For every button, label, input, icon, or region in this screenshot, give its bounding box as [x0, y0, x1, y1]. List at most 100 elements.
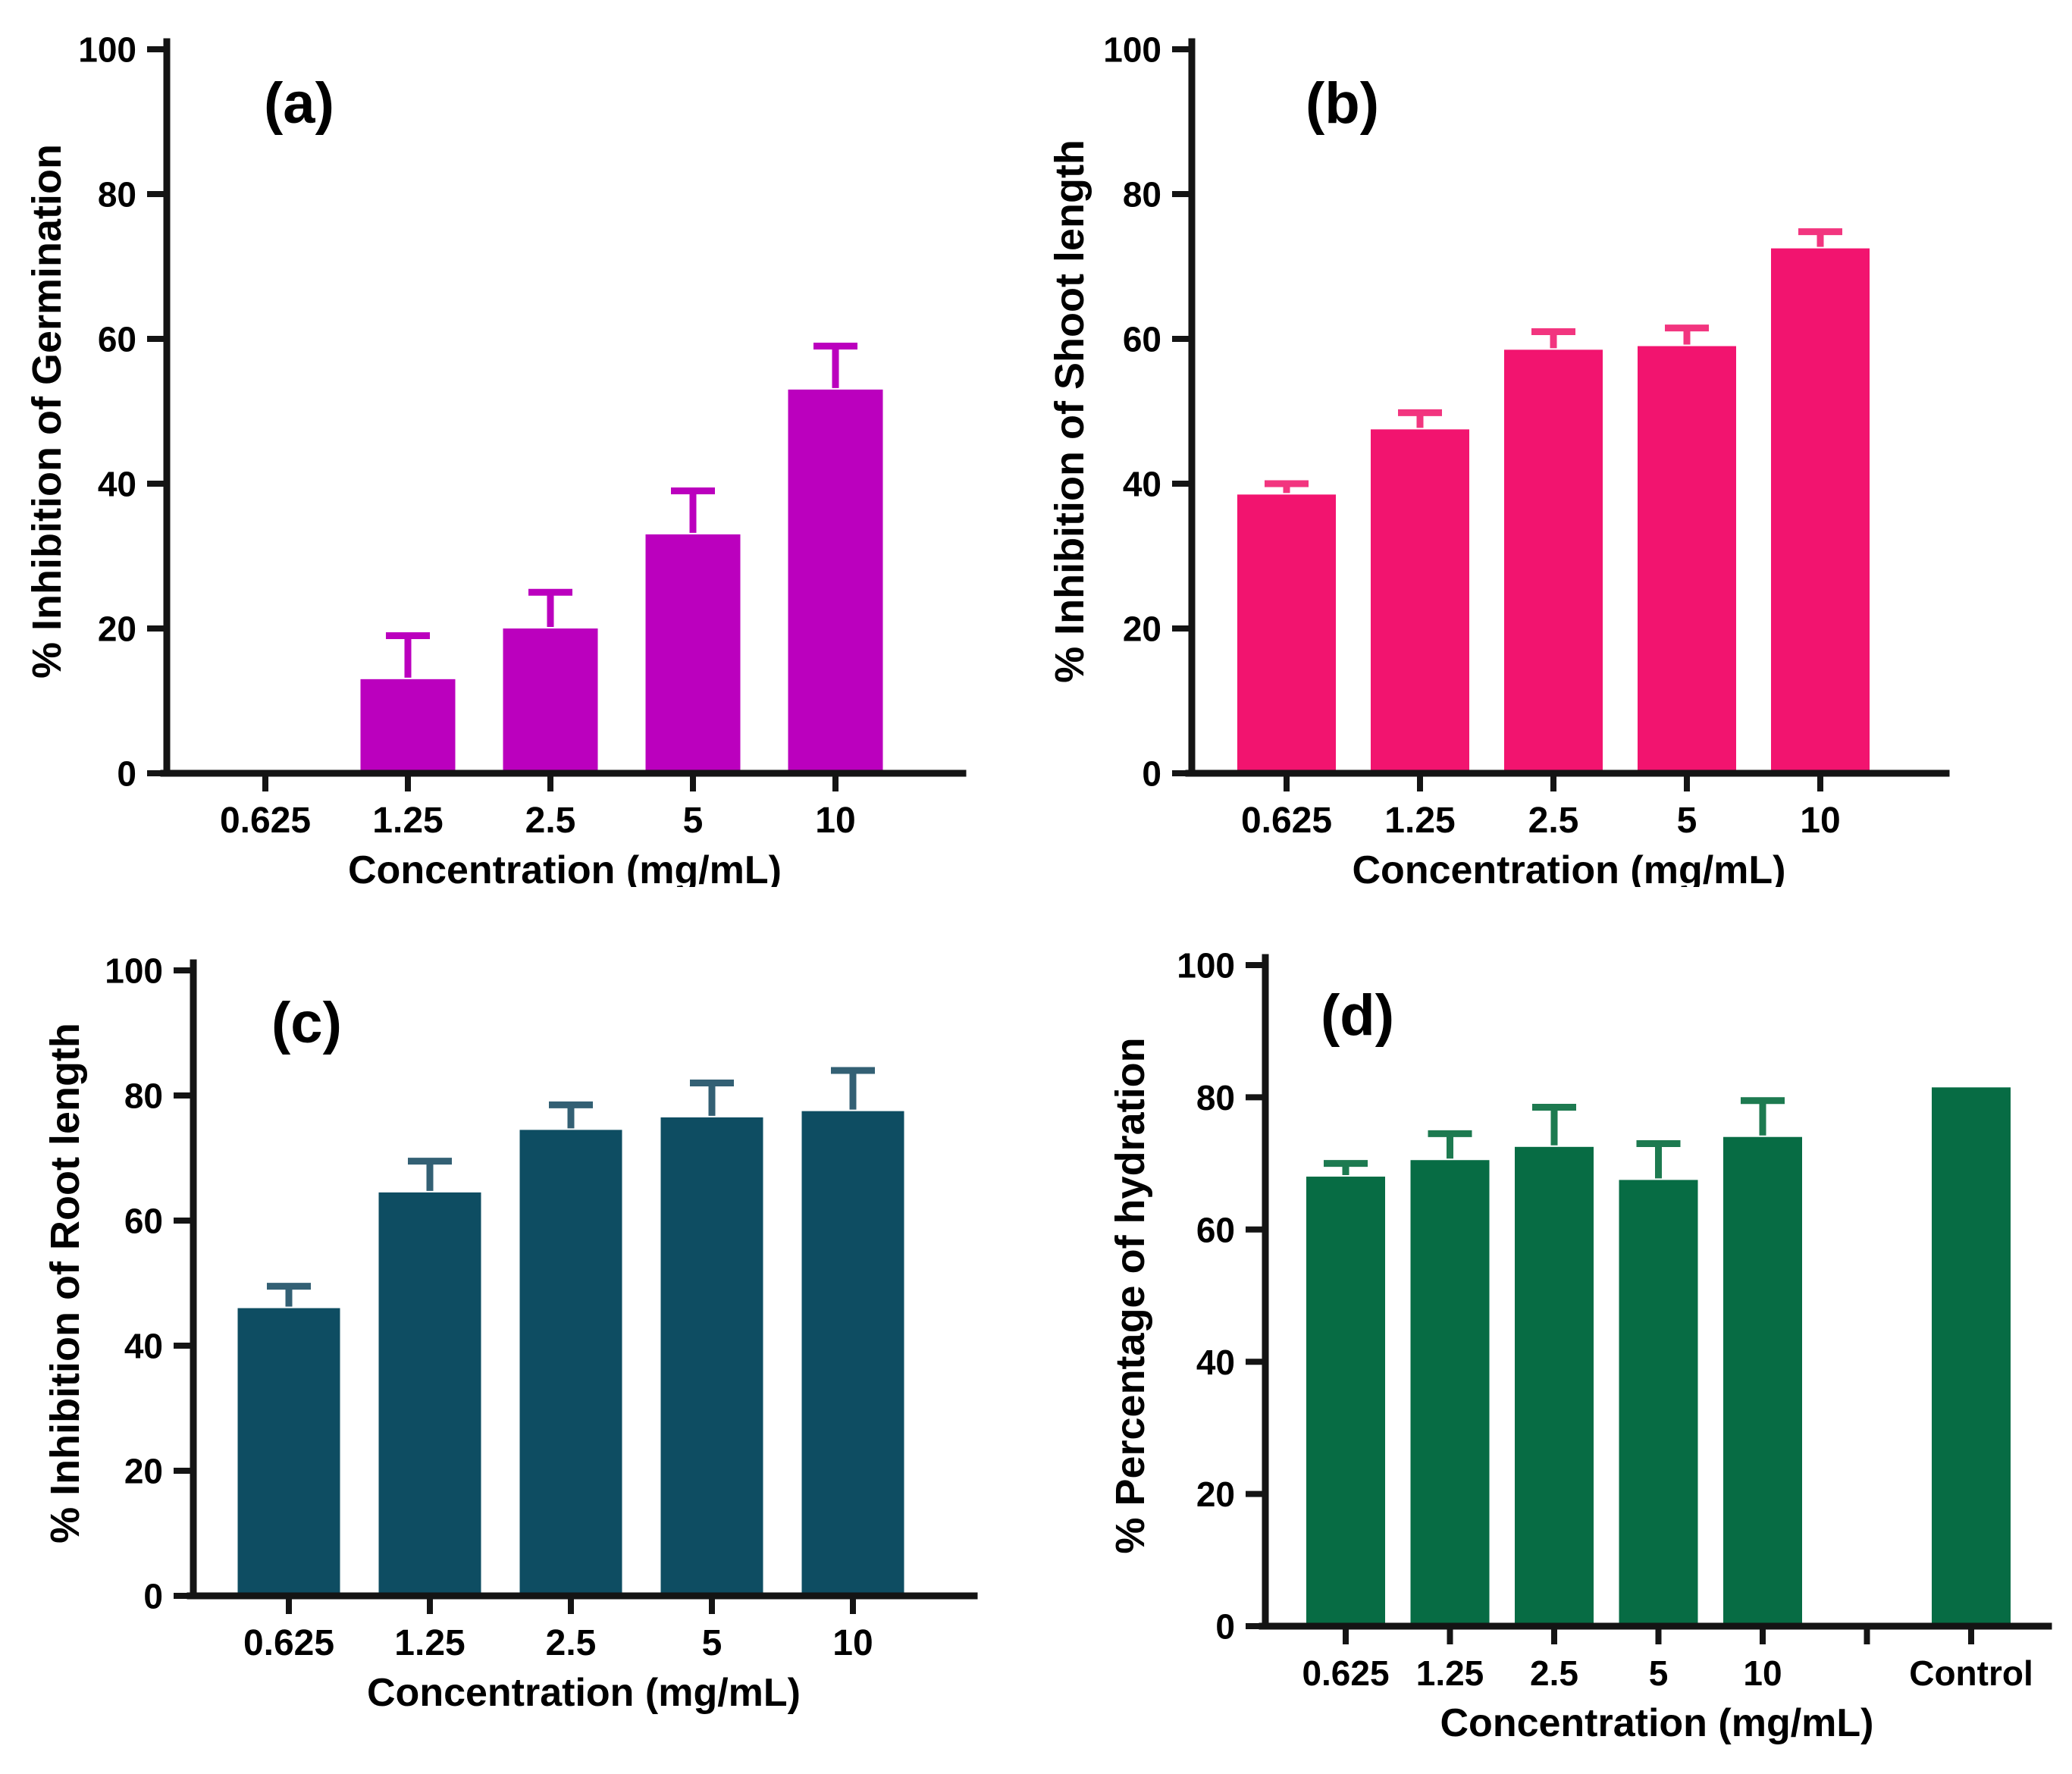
y-tick-label: 80 — [98, 175, 136, 215]
y-tick-label: 60 — [1196, 1210, 1235, 1249]
bar-5 — [1638, 346, 1736, 773]
error-bar-5 — [690, 1080, 734, 1116]
x-tick-label: 10 — [1743, 1653, 1782, 1693]
bar-1.25 — [1410, 1160, 1490, 1626]
error-bar-1.25 — [408, 1158, 452, 1191]
error-bar-2.5 — [1532, 1103, 1576, 1146]
y-tick-label: 80 — [1123, 175, 1161, 215]
y-axis-title: % Inhibition of Germination — [24, 144, 70, 679]
panel-letter: (a) — [264, 71, 334, 136]
x-tick-label: 5 — [702, 1623, 723, 1663]
error-bar-5 — [1665, 324, 1709, 345]
x-tick-label: 5 — [1677, 801, 1697, 841]
panel-a-chart: 0 20 40 60 80 100 0.625 1.25 2.5 5 10 Concentration… — [24, 30, 967, 887]
y-tick-label: 0 — [1215, 1607, 1235, 1647]
y-tick-label: 20 — [98, 610, 136, 649]
y-tick-label: 100 — [78, 30, 136, 70]
y-tick-label: 100 — [1103, 30, 1161, 70]
x-tick-label: 1.25 — [1384, 801, 1455, 841]
y-tick-label: 40 — [124, 1327, 163, 1366]
x-tick-label: 5 — [1649, 1653, 1669, 1693]
bar-10 — [1723, 1136, 1802, 1626]
bar-5 — [660, 1117, 763, 1596]
error-bar-1.25 — [386, 632, 430, 678]
panel-letter: (d) — [1321, 983, 1394, 1048]
error-bar-0.625 — [1324, 1160, 1368, 1176]
x-tick-label: 0.625 — [243, 1623, 334, 1663]
bar-0.625 — [1306, 1177, 1385, 1626]
y-tick-label: 40 — [1196, 1343, 1235, 1382]
x-tick-label: 2.5 — [525, 801, 576, 841]
x-axis-title: Concentration (mg/mL) — [348, 848, 782, 887]
bar-10 — [1771, 248, 1870, 773]
error-bar-2.5 — [1531, 328, 1575, 349]
y-tick-label: 40 — [1123, 465, 1161, 504]
bar-1.25 — [378, 1192, 481, 1596]
x-tick-label: 10 — [815, 801, 855, 841]
bar-0.625 — [237, 1308, 340, 1596]
error-bar-10 — [1798, 228, 1842, 247]
y-tick-label: 40 — [98, 465, 136, 504]
x-axis-title: Concentration (mg/mL) — [1440, 1701, 1874, 1745]
y-tick-label: 20 — [1196, 1475, 1235, 1514]
panel-letter: (c) — [271, 991, 342, 1055]
y-tick-label: 100 — [1177, 946, 1235, 986]
x-tick-label: 1.25 — [372, 801, 443, 841]
x-tick-label: 5 — [683, 801, 704, 841]
bar-1.25 — [360, 679, 456, 773]
x-tick-label: 2.5 — [546, 1623, 597, 1663]
bar-1.25 — [1371, 429, 1469, 773]
bar-5 — [1619, 1180, 1698, 1626]
panel-b-chart: 0 20 40 60 80 100 0.625 1.25 2.5 5 10 Concentration… — [1047, 30, 1950, 887]
bar-2.5 — [1515, 1146, 1594, 1626]
y-axis-title: % Inhibition of Root length — [42, 1023, 88, 1544]
y-tick-label: 0 — [117, 754, 136, 794]
panel-c: 0 20 40 60 80 100 0.625 1.25 2.5 5 10 Concentration… — [0, 887, 1036, 1774]
error-bar-5 — [671, 487, 715, 533]
axes — [160, 38, 967, 777]
x-tick-label: 0.625 — [220, 801, 311, 841]
error-bar-0.625 — [1265, 480, 1309, 494]
bar-10 — [801, 1111, 904, 1596]
axes — [187, 959, 978, 1600]
x-tick-label: 10 — [832, 1623, 873, 1663]
y-tick-label: 20 — [124, 1452, 163, 1491]
bar-2.5 — [1504, 349, 1603, 773]
x-axis-title: Concentration (mg/mL) — [367, 1671, 801, 1715]
y-tick-label: 60 — [124, 1202, 163, 1241]
error-bar-5 — [1636, 1139, 1681, 1179]
y-axis-title: % Percentage of hydration — [1108, 1037, 1153, 1553]
y-axis-title: % Inhibition of Shoot length — [1047, 139, 1092, 683]
x-tick-label: 10 — [1800, 801, 1840, 841]
panel-d-chart: 0 20 40 60 80 100 0.625 1.25 2.5 5 10 Control Concen… — [1108, 946, 2052, 1745]
panel-c-chart: 0 20 40 60 80 100 0.625 1.25 2.5 5 10 Concentration… — [42, 951, 978, 1715]
error-bar-2.5 — [549, 1101, 593, 1129]
x-tick-label: 2.5 — [1530, 1653, 1578, 1693]
bar-10 — [788, 389, 883, 773]
y-tick-label: 80 — [1196, 1078, 1235, 1117]
error-bar-10 — [813, 343, 857, 388]
x-tick-label: 2.5 — [1528, 801, 1579, 841]
error-bar-1.25 — [1428, 1130, 1472, 1159]
x-tick-label: Control — [1909, 1653, 2033, 1693]
panel-d: 0 20 40 60 80 100 0.625 1.25 2.5 5 10 Control Concen… — [1036, 887, 2072, 1774]
error-bar-10 — [1741, 1097, 1785, 1136]
panel-letter: (b) — [1306, 71, 1379, 136]
y-tick-label: 80 — [124, 1077, 163, 1116]
error-bar-2.5 — [528, 588, 572, 627]
y-tick-label: 0 — [143, 1577, 163, 1616]
panel-b: 0 20 40 60 80 100 0.625 1.25 2.5 5 10 Concentration… — [1036, 0, 2072, 887]
error-bar-0.625 — [267, 1283, 311, 1307]
x-tick-label: 0.625 — [1302, 1653, 1389, 1693]
bar-2.5 — [519, 1130, 622, 1596]
x-tick-label: 1.25 — [1416, 1653, 1484, 1693]
bar-2.5 — [503, 628, 598, 773]
y-tick-label: 100 — [105, 951, 163, 991]
bar-5 — [645, 534, 741, 773]
x-axis-title: Concentration (mg/mL) — [1353, 848, 1786, 887]
x-tick-label: 1.25 — [394, 1623, 465, 1663]
x-tick-label: 0.625 — [1241, 801, 1332, 841]
y-tick-label: 60 — [1123, 320, 1161, 359]
error-bar-10 — [831, 1067, 875, 1110]
